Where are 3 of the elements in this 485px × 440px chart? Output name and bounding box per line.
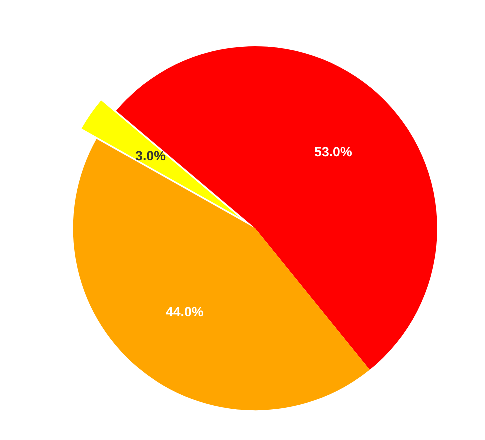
data-label: 44.0% (166, 304, 204, 320)
data-label: 53.0% (314, 144, 352, 160)
data-label: 3.0% (136, 148, 166, 164)
